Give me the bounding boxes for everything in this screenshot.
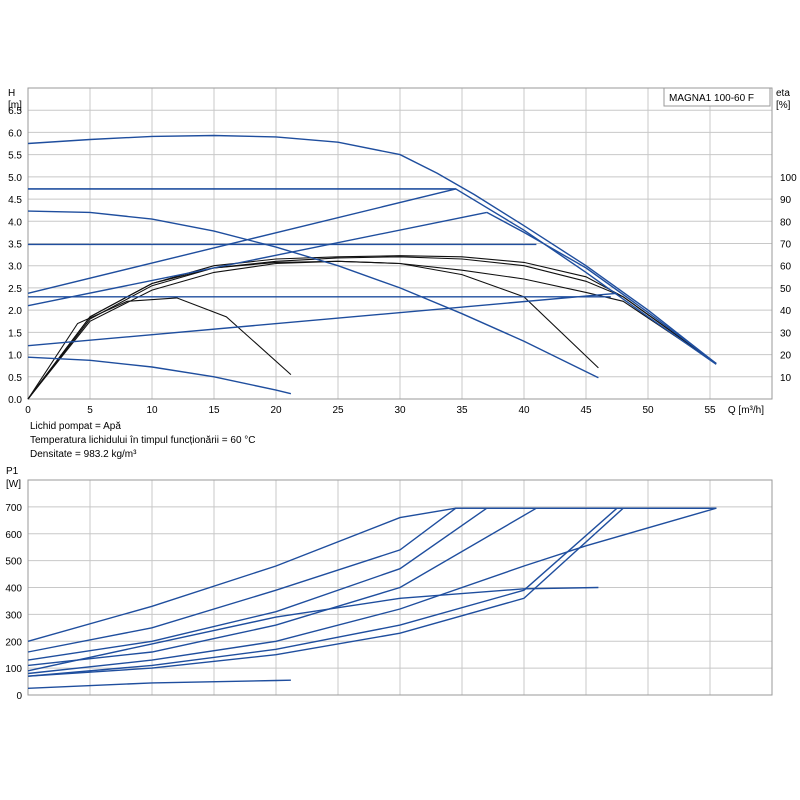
x-tick-label: 0 [25, 405, 31, 416]
control-curve [28, 188, 717, 365]
x-tick-label: 55 [704, 405, 716, 416]
y-tick-label: 2.0 [8, 306, 22, 317]
model-label-box [663, 87, 771, 107]
y-tick-label: 4.5 [8, 195, 22, 206]
y-tick-label: 1.5 [8, 328, 22, 339]
x-tick-label: 40 [518, 405, 530, 416]
y-tick-label: 2.5 [8, 284, 22, 295]
y2-tick-label: 90 [780, 195, 792, 206]
y-tick-label: 4.0 [8, 217, 22, 228]
y2-tick-label: 30 [780, 328, 792, 339]
head-curve [27, 134, 717, 365]
x-tick-label: 50 [642, 405, 654, 416]
power-curve [27, 586, 599, 672]
power-curve [27, 507, 717, 642]
power-curve [27, 507, 717, 675]
y-tick-label: 1.0 [8, 351, 22, 362]
head-chart-grid [27, 87, 773, 400]
axis-labels: 0 5 10 15 20 25 30 35 40 45 50 55 Q [m³/h] 0.0 0.5 1.0 1… [5, 88, 797, 702]
y2-tick-label: 80 [780, 217, 792, 228]
y-tick-label: 5.0 [8, 173, 22, 184]
x-tick-label: 35 [456, 405, 468, 416]
y2-tick-label: 10 [780, 373, 792, 384]
head-chart-series [27, 134, 717, 400]
power-curve [27, 507, 717, 661]
power-chart-series [27, 507, 717, 689]
p1-axis-label: P1 [6, 466, 19, 477]
power-curve [27, 679, 291, 689]
x-tick-label: 5 [87, 405, 93, 416]
note-fluid: Lichid pompat = Apă [30, 421, 121, 432]
model-label: MAGNA1 100-60 F [669, 93, 754, 104]
x-tick-label: 20 [270, 405, 282, 416]
p1-tick-label: 200 [5, 637, 22, 648]
efficiency-curve [27, 256, 717, 400]
x-tick-label: 25 [332, 405, 344, 416]
efficiency-curve [27, 260, 599, 400]
control-curve [486, 211, 717, 365]
y-tick-label: 6.0 [8, 128, 22, 139]
p1-tick-label: 300 [5, 610, 22, 621]
p1-axis-label: [W] [6, 479, 21, 490]
p1-tick-label: 700 [5, 503, 22, 514]
y-tick-label: 0.0 [8, 395, 22, 406]
head-curve [27, 211, 487, 307]
head-curve [27, 356, 292, 395]
y2-axis-label: eta [776, 88, 790, 99]
y-axis-label: H [8, 88, 15, 99]
y2-tick-label: 100 [780, 173, 797, 184]
power-curve [27, 507, 717, 667]
y2-tick-label: 40 [780, 306, 792, 317]
y-tick-label: 5.5 [8, 151, 22, 162]
power-curve [27, 507, 717, 677]
y-tick-label: 0.5 [8, 373, 22, 384]
head-curve [27, 292, 618, 347]
note-density: Densitate = 983.2 kg/m³ [30, 449, 137, 460]
p1-tick-label: 600 [5, 530, 22, 541]
head-curve [27, 188, 456, 294]
x-tick-label: 15 [208, 405, 220, 416]
p1-tick-label: 400 [5, 584, 22, 595]
head-plot-frame [27, 87, 773, 400]
y2-tick-label: 20 [780, 351, 792, 362]
x-tick-label: 45 [580, 405, 592, 416]
y2-tick-label: 60 [780, 262, 792, 273]
x-tick-label: 10 [146, 405, 158, 416]
x-axis-label: Q [m³/h] [728, 405, 764, 416]
y2-tick-label: 50 [780, 284, 792, 295]
power-plot-frame [27, 479, 773, 696]
y-tick-label: 3.0 [8, 262, 22, 273]
p1-tick-label: 0 [16, 691, 22, 702]
y2-axis-label: [%] [776, 100, 791, 111]
p1-tick-label: 100 [5, 664, 22, 675]
y2-tick-label: 70 [780, 240, 792, 251]
y-axis-label: [m] [8, 100, 22, 111]
head-curve [27, 210, 599, 379]
y-tick-label: 3.5 [8, 240, 22, 251]
note-temperature: Temperatura lichidului în timpul funcțio… [30, 435, 256, 446]
efficiency-curve [27, 260, 717, 400]
y-tick-label: 6.5 [8, 106, 22, 117]
p1-tick-label: 500 [5, 557, 22, 568]
x-tick-label: 30 [394, 405, 406, 416]
power-curve [27, 507, 717, 677]
